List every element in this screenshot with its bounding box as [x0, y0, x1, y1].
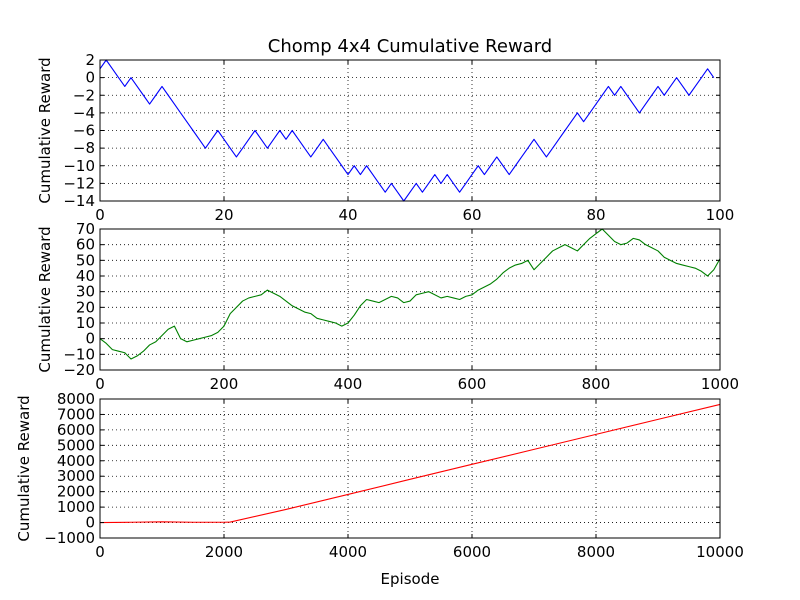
- y-axis-label: Cumulative Reward: [36, 226, 54, 372]
- series-line: [99, 59, 715, 202]
- y-tick-label: 4000: [57, 452, 95, 470]
- plot-frame: [99, 398, 721, 539]
- x-tick-label: 0: [95, 543, 105, 561]
- y-tick-label: 7000: [57, 405, 95, 423]
- x-tick-label: 10000: [696, 543, 744, 561]
- y-tick-label: 8000: [57, 390, 95, 408]
- subplot-middle: 0 200 400 600 800 1000−20−10010203040506070Cu…: [36, 220, 739, 393]
- x-tick-label: 6000: [453, 543, 491, 561]
- y-tick-label: 0: [85, 69, 95, 87]
- y-tick-label: 2: [85, 51, 95, 69]
- x-tick-label: 400: [334, 375, 363, 393]
- y-tick-label: −10: [63, 157, 95, 175]
- x-tick-label: 800: [582, 375, 611, 393]
- plot-frame: [99, 228, 721, 371]
- y-tick-label: 50: [76, 251, 95, 269]
- y-tick-label: 40: [76, 267, 95, 285]
- x-tick-label: 1000: [701, 375, 739, 393]
- y-tick-label: −20: [63, 361, 95, 379]
- y-tick-label: 0: [85, 514, 95, 532]
- x-axis-label: Episode: [381, 570, 440, 588]
- y-tick-label: −2: [73, 86, 95, 104]
- x-tick-label: 0: [95, 206, 105, 224]
- x-tick-label: 2000: [205, 543, 243, 561]
- y-tick-label: 70: [76, 220, 95, 238]
- y-tick-label: −1000: [44, 529, 95, 547]
- y-axis-label: Cumulative Reward: [36, 57, 54, 203]
- y-tick-label: −12: [63, 174, 95, 192]
- x-tick-label: 200: [210, 375, 239, 393]
- y-tick-label: 10: [76, 314, 95, 332]
- y-tick-label: −14: [63, 192, 95, 210]
- y-axis-label: Cumulative Reward: [15, 395, 33, 541]
- y-tick-label: 2000: [57, 483, 95, 501]
- y-tick-label: 30: [76, 283, 95, 301]
- subplot-top: 0 20 40 60 80 100−14−12−10−8−6−4−202Cumulativ…: [36, 51, 734, 224]
- y-tick-label: 0: [85, 330, 95, 348]
- subplot-bottom: 0 2000 4000 6000 8000 10000−10000100020003000…: [15, 390, 744, 561]
- series-line: [99, 403, 721, 524]
- y-tick-label: −6: [73, 122, 95, 140]
- x-tick-label: 600: [458, 375, 487, 393]
- x-tick-label: 4000: [329, 543, 367, 561]
- y-tick-label: −10: [63, 345, 95, 363]
- y-tick-label: 1000: [57, 498, 95, 516]
- x-tick-label: 100: [706, 206, 735, 224]
- x-tick-label: 20: [214, 206, 233, 224]
- y-tick-label: 3000: [57, 467, 95, 485]
- y-tick-label: −8: [73, 139, 95, 157]
- y-tick-label: 5000: [57, 436, 95, 454]
- series-line: [99, 228, 721, 360]
- y-tick-label: 60: [76, 236, 95, 254]
- y-tick-label: 20: [76, 298, 95, 316]
- x-tick-label: 40: [338, 206, 357, 224]
- x-tick-label: 8000: [577, 543, 615, 561]
- x-tick-label: 80: [586, 206, 605, 224]
- y-tick-label: −4: [73, 104, 95, 122]
- x-tick-label: 60: [462, 206, 481, 224]
- x-tick-label: 0: [95, 375, 105, 393]
- y-tick-label: 6000: [57, 421, 95, 439]
- chart-title: Chomp 4x4 Cumulative Reward: [268, 36, 552, 57]
